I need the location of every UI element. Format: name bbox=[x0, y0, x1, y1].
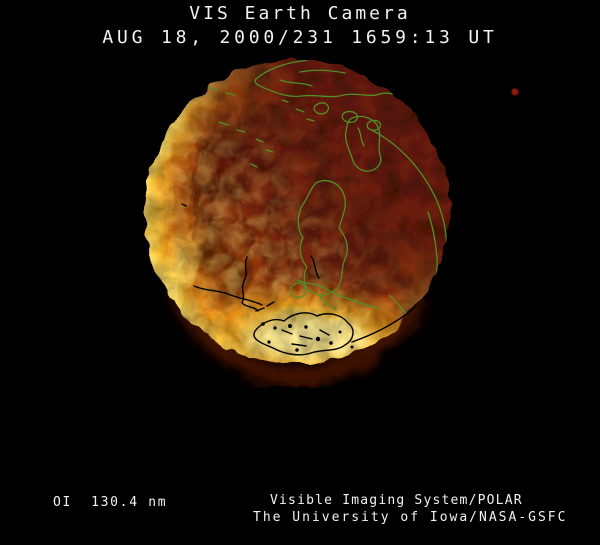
institution-credit: The University of Iowa/NASA-GSFC bbox=[253, 510, 568, 525]
image-title: VIS Earth Camera bbox=[189, 3, 411, 24]
instrument-credit: Visible Imaging System/POLAR bbox=[270, 493, 523, 508]
antarctic-islets bbox=[261, 322, 354, 352]
red-dot-artifact bbox=[511, 88, 519, 96]
wavelength-label: OI 130.4 nm bbox=[53, 495, 168, 510]
limb-speckle-halo bbox=[169, 290, 429, 389]
image-timestamp: AUG 18, 2000/231 1659:13 UT bbox=[102, 27, 498, 48]
